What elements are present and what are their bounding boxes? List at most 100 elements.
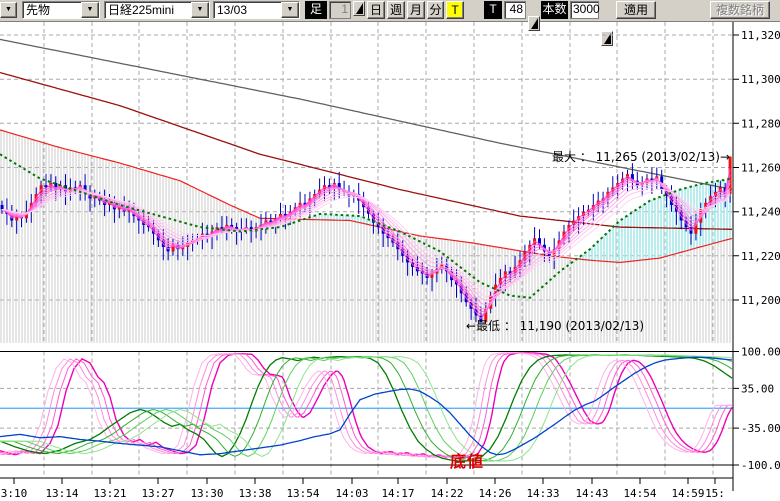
instrument-type-dropdown-icon[interactable]: ▼ — [81, 2, 99, 18]
candle-down — [269, 220, 273, 223]
candle-down — [54, 183, 58, 190]
candle-down — [327, 185, 331, 188]
price-axis-label: 11,240 — [741, 206, 780, 219]
candle-down — [230, 224, 234, 228]
moving-average-lines — [0, 38, 733, 264]
candle-up — [484, 308, 488, 322]
time-axis-label: 14:54 — [623, 487, 656, 500]
candle-down — [630, 174, 634, 181]
candle-down — [0, 205, 4, 210]
rci-short-1 — [0, 352, 733, 459]
instrument-value: 日経225mini — [108, 3, 175, 17]
period-week-button[interactable]: 週 — [387, 1, 405, 19]
contract-month-value: 13/03 — [217, 3, 248, 17]
tick-count-label: T — [484, 1, 502, 19]
candle-up — [15, 216, 19, 221]
time-axis-label: 13:27 — [141, 487, 174, 500]
candle-down — [220, 227, 224, 230]
chart-area: 11,320 11,300 11,280 11,260 11,240 11,220 11,2… — [0, 21, 780, 501]
price-axis-label: 11,300 — [741, 73, 780, 86]
candle-down — [303, 202, 307, 205]
min-annotation: ←最低 ： 11,190 (2013/02/13) — [466, 319, 644, 333]
oscillator-panel — [0, 352, 733, 462]
period-month-button[interactable]: 月 — [407, 1, 425, 19]
candle-up — [699, 209, 703, 223]
bar-interval-field[interactable]: 1 — [329, 1, 351, 19]
bars-count-field[interactable]: 3000 — [570, 1, 600, 19]
rci-long — [0, 356, 733, 456]
candle-up — [117, 207, 121, 210]
price-axis-label: 11,200 — [741, 294, 780, 307]
rci-short-4 — [0, 352, 732, 459]
contract-month-combo[interactable]: 13/03 ▼ — [213, 1, 300, 19]
candle-down — [64, 185, 67, 192]
period-tick-button-active[interactable]: T — [446, 1, 464, 19]
rci-short-2 — [0, 352, 732, 459]
instrument-type-value: 先物 — [26, 3, 51, 17]
instrument-type-combo[interactable]: 先物 ▼ — [22, 1, 100, 19]
gridlines — [0, 22, 733, 478]
ma-green-dotted — [0, 153, 733, 299]
multi-symbol-button-disabled: 複数銘柄 — [710, 1, 770, 19]
candle-up — [640, 183, 644, 186]
bar-interval-spinner[interactable] — [353, 1, 365, 16]
ribbon-ema-5 — [1, 179, 731, 310]
candle-up — [430, 273, 434, 278]
time-axis-label: 14:22 — [430, 487, 463, 500]
candle-down — [508, 271, 512, 274]
price-axis-label: 11,260 — [741, 161, 780, 174]
green-dotted-ma — [0, 153, 733, 299]
period-day-button[interactable]: 日 — [367, 1, 385, 19]
ribbon-ema-11 — [1, 184, 731, 297]
bottom-price-label: 底値 — [450, 452, 485, 471]
ribbon-ema-2 — [1, 168, 731, 320]
time-axis-label: 13:21 — [93, 487, 126, 500]
ribbon-ema-9 — [1, 182, 731, 302]
candle-up — [171, 244, 175, 252]
left-edge-combo-arrow-icon[interactable]: ▼ — [0, 2, 17, 18]
candle-down — [538, 238, 541, 245]
time-axis-label: 14:43 — [575, 487, 608, 500]
tick-count-field[interactable]: 48 — [504, 1, 526, 19]
apply-button[interactable]: 適用 — [616, 1, 656, 19]
candle-down — [337, 183, 341, 190]
ribbon-ema-4 — [1, 178, 731, 313]
annotations: 最大 ： 11,265 (2013/02/13)→ ←最低 ： 11,190 (2… — [466, 150, 730, 333]
ema-ribbon — [1, 168, 731, 320]
candle-up — [127, 209, 131, 212]
price-axis-label: 11,220 — [741, 250, 780, 263]
instrument-dropdown-icon[interactable]: ▼ — [191, 2, 209, 18]
osc-axis-label: -100.00 — [741, 459, 780, 472]
time-axis-label: 14:17 — [381, 487, 414, 500]
time-axis-label: 14:26 — [478, 487, 511, 500]
candle-down — [205, 233, 209, 236]
candle-up — [513, 266, 517, 274]
ribbon-ema-3 — [1, 174, 731, 316]
candle-up — [108, 202, 111, 205]
ma-darkred — [0, 71, 732, 230]
time-axis-label: 13:54 — [286, 487, 319, 500]
bars-count-label: 本数 — [541, 1, 568, 19]
contract-month-dropdown-icon[interactable]: ▼ — [281, 2, 299, 18]
period-minute-button[interactable]: 分 — [427, 1, 444, 19]
tick-count-spinner[interactable] — [528, 16, 540, 31]
rci-mid-4 — [0, 354, 733, 462]
price-axis-label: 11,280 — [741, 117, 780, 130]
axis-frame — [0, 22, 739, 491]
toolbar: ▼ 先物 ▼ 日経225mini ▼ 13/03 ▼ 足 1 日 週 月 分 T… — [0, 0, 780, 46]
time-axis-label: 14:03 — [335, 487, 368, 500]
ma-long-gray — [0, 38, 733, 191]
time-axis-label: 3:10 — [1, 487, 28, 500]
price-axis-label: 11,320 — [741, 29, 780, 42]
time-axis-label: 13:38 — [238, 487, 271, 500]
time-axis-label: 14:59 — [671, 487, 704, 500]
max-annotation: 最大 ： 11,265 (2013/02/13)→ — [552, 150, 730, 164]
candle-up — [181, 247, 185, 250]
candle-down — [650, 178, 654, 181]
axis-labels: 11,320 11,300 11,280 11,260 11,240 11,220 11,2… — [1, 29, 780, 500]
instrument-combo[interactable]: 日経225mini ▼ — [104, 1, 210, 19]
time-axis-label: 13:30 — [190, 487, 223, 500]
time-axis-label: 13:14 — [45, 487, 78, 500]
candle-down — [283, 213, 287, 217]
